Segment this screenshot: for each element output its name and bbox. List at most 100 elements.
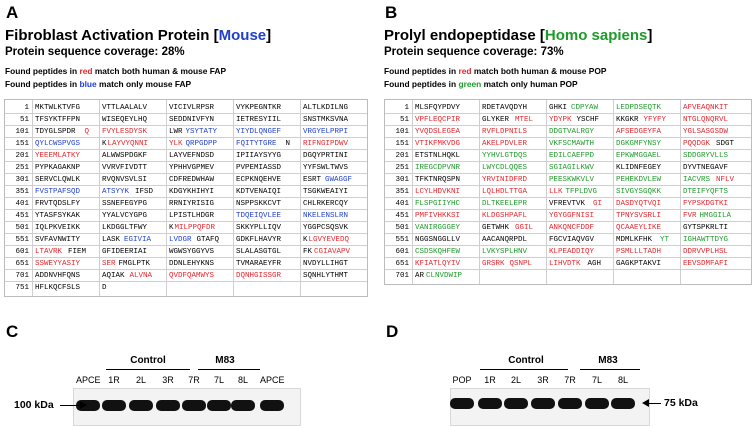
panel-b-note-red: Found peptides in red match both human &…: [384, 66, 606, 76]
peptide-segment: VANIRGGGEY: [415, 224, 461, 232]
peptide-segment: GLYKER: [482, 116, 510, 124]
peptide-segment: QCAAEYLIKE: [616, 224, 662, 232]
row-divider: [385, 221, 751, 222]
peptide-segment: YGYGGFNISI: [549, 212, 595, 220]
peptide-segment: TFSYKTFFPN: [35, 116, 81, 124]
peptide-segment: LEDPDSEQTK: [616, 104, 662, 112]
row-divider: [5, 281, 367, 282]
protein-band: [182, 400, 206, 411]
note-text: Found peptides in: [5, 66, 80, 76]
protein-band: [478, 398, 502, 409]
peptide-segment: ETSTNLHQKL: [415, 152, 461, 160]
peptide-segment: MLSFQYPDVY: [415, 104, 461, 112]
row-divider: [5, 197, 367, 198]
lane-label: 7L: [591, 375, 602, 385]
panel-a-species: Mouse: [218, 27, 267, 44]
column-divider: [166, 100, 167, 296]
sequence-row: 1 MKTWLKTVFG VTTLAALALV VICIVLRPSR VYKPEGNTK…: [5, 102, 367, 114]
panel-a-letter: A: [6, 3, 19, 22]
peptide-segment: SER: [102, 260, 116, 268]
peptide-segment: EEVSDMFAFI: [683, 260, 729, 268]
peptide-segment: YT: [660, 236, 670, 244]
row-divider: [385, 245, 751, 246]
row-number: 201: [395, 152, 409, 160]
sequence-row: 51 VPFLEQCPIR GLYKER MTEL YDYPK YSCHF KKGKR YFY…: [385, 114, 751, 126]
peptide-segment: TSGKWEAIYI: [303, 188, 349, 196]
peptide-segment: PSMLLLTADH: [616, 248, 662, 256]
row-number: 551: [395, 236, 409, 244]
sequence-row: 201 YEEEMLATKY ALWWSPDGKF LAYVEFNDSD IPIIAYS…: [5, 150, 367, 162]
peptide-segment: VTIKFMKVDG: [415, 140, 461, 148]
panel-b-title: Prolyl endopeptidase [Homo sapiens]: [384, 27, 652, 44]
peptide-segment: NTGLQNQRVL: [683, 116, 729, 124]
peptide-segment: YTASFSYKAK: [35, 212, 81, 220]
peptide-segment: LWR: [169, 128, 183, 136]
peptide-segment: LVDGR: [169, 236, 192, 244]
peptide-segment: SQNHLYTHMT: [303, 272, 349, 280]
peptide-segment: KDTVENAIQI: [236, 188, 282, 196]
lane-label: 1R: [108, 375, 120, 385]
sequence-row: 651 SSWEYYASIY SER FMGLPTK DDNLEHYKNS TVMARAE…: [5, 258, 367, 270]
panel-a-coverage: Protein sequence coverage: 28%: [5, 46, 185, 58]
peptide-segment: ANKQNCFDDF: [549, 224, 595, 232]
row-number: 301: [395, 176, 409, 184]
protein-band: [531, 398, 555, 409]
peptide-segment: FVYLESDYSK: [102, 128, 148, 136]
peptide-segment: YRVINIDFRD: [482, 176, 528, 184]
peptide-segment: AR: [415, 272, 425, 280]
column-divider: [233, 100, 234, 296]
row-number: 401: [395, 200, 409, 208]
peptide-segment: PQQDGK: [683, 140, 711, 148]
row-number: 51: [399, 116, 409, 124]
peptide-segment: SGIAGILKWV: [549, 164, 595, 172]
protein-band: [129, 400, 153, 411]
peptide-segment: YGGPCSQSVK: [303, 224, 349, 232]
protein-band: [450, 398, 474, 409]
peptide-segment: RVFLDPNILS: [482, 128, 528, 136]
peptide-segment: SDGT: [716, 140, 735, 148]
sequence-row: 51 TFSYKTFFPN WISEQEYLHQ SEDDNIVFYN IETRESYI…: [5, 114, 367, 126]
peptide-segment: Q: [84, 128, 90, 136]
sequence-row: 751 HFLKQCFSLS D: [5, 282, 367, 294]
row-divider: [5, 209, 367, 210]
peptide-segment: DQNHGISSGR: [236, 272, 282, 280]
row-number: 201: [15, 152, 29, 160]
row-divider: [5, 185, 367, 186]
column-divider: [99, 100, 100, 296]
row-divider: [5, 161, 367, 162]
row-number: 251: [15, 164, 29, 172]
peptide-segment: KDGYKHIHYI: [169, 188, 215, 196]
peptide-segment: VPFLEQCPIR: [415, 116, 461, 124]
sequence-row: 301 SERVCLQWLK RVQNVSVLSI CDFREDWHAW ECPKNQE…: [5, 174, 367, 186]
panel-a-title: Fibroblast Activation Protein [Mouse]: [5, 27, 271, 44]
peptide-segment: CHLRKERCQY: [303, 200, 349, 208]
sequence-row: 101 TDYGLSPDR Q FVYLESDYSK LWR YSYTATY YIYDLQN…: [5, 126, 367, 138]
peptide-segment: PYPKAGAKNP: [35, 164, 81, 172]
panel-a-sequence-table: 1 MKTWLKTVFG VTTLAALALV VICIVLRPSR VYKPEGNTK…: [4, 99, 368, 297]
row-number: 351: [15, 188, 29, 196]
row-divider: [385, 137, 751, 138]
peptide-segment: KKGKR: [616, 116, 639, 124]
lane-label: 8L: [237, 375, 248, 385]
peptide-segment: LKDGGLTFWY: [102, 224, 148, 232]
peptide-segment: ATSYYK: [102, 188, 130, 196]
peptide-segment: FLSPGIIYHC: [415, 200, 461, 208]
peptide-segment: YIYDLQNGEF: [236, 128, 282, 136]
peptide-segment: FVSTPAFSQD: [35, 188, 81, 196]
row-number: 151: [395, 140, 409, 148]
row-divider: [385, 185, 751, 186]
peptide-segment: VTTLAALALV: [102, 104, 148, 112]
panel-a-note-blue: Found peptides in blue match only mouse …: [5, 79, 191, 89]
row-number: 551: [15, 236, 29, 244]
peptide-segment: AFVEAQNKIT: [683, 104, 729, 112]
panel-c-group-m83: M83: [215, 355, 235, 366]
panel-d-m83-line: [580, 369, 640, 370]
peptide-segment: CGIAVAPV: [314, 248, 351, 256]
column-divider: [412, 100, 413, 284]
peptide-segment: SSNEFEGYPG: [102, 200, 148, 208]
peptide-segment: EPKWMGGAEL: [616, 152, 662, 160]
panel-c-control-line: [106, 369, 190, 370]
protein-band: [156, 400, 180, 411]
lane-label: 2L: [135, 375, 146, 385]
row-number: 651: [15, 260, 29, 268]
